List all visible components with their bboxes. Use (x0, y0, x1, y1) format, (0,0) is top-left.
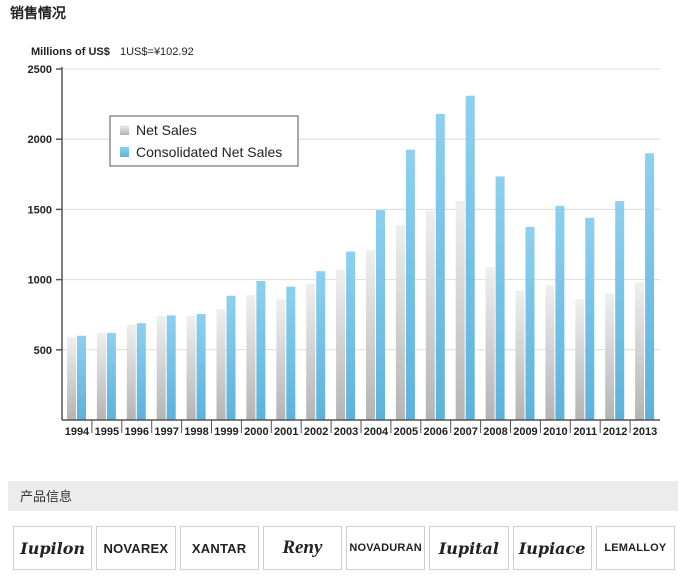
product-info-bar: 产品信息 (8, 481, 678, 511)
legend-swatch (120, 147, 129, 157)
bar-consolidated-net-sales-2008 (495, 176, 505, 420)
y-tick-label: 2000 (28, 134, 52, 146)
bar-net-sales-2012 (605, 293, 615, 420)
bar-net-sales-2001 (276, 299, 286, 420)
x-tick-label: 2004 (364, 426, 389, 438)
logo-reny[interactable]: Reny (262, 526, 342, 570)
bar-net-sales-1995 (96, 332, 106, 420)
section-title: 销售情况 (10, 5, 66, 21)
x-tick-label: 1995 (95, 426, 119, 438)
x-tick-label: 1996 (125, 426, 149, 438)
x-tick-label: 2002 (304, 426, 328, 438)
x-tick-label: 2009 (513, 426, 537, 438)
bar-consolidated-net-sales-2003 (346, 251, 356, 420)
x-tick-label: 2012 (603, 426, 627, 438)
bar-consolidated-net-sales-2007 (465, 95, 475, 421)
logo-iupilon[interactable]: Iupilon (13, 526, 93, 570)
bar-net-sales-2009 (515, 290, 525, 420)
x-tick-label: 2011 (573, 426, 597, 438)
product-info-title: 产品信息 (20, 489, 73, 504)
logo-label: Iupilon (20, 538, 85, 558)
bar-consolidated-net-sales-2010 (555, 205, 565, 420)
bar-consolidated-net-sales-2006 (435, 113, 445, 420)
x-tick-label: 2005 (394, 426, 418, 438)
bar-consolidated-net-sales-2004 (376, 210, 385, 420)
x-tick-label: 2007 (453, 426, 477, 438)
sales-bar-chart: Millions of US$ 1US$=¥102.92 500 1000 1500… (28, 46, 660, 438)
x-tick-label: 2003 (334, 426, 358, 438)
bar-net-sales-1994 (67, 337, 76, 420)
bar-consolidated-net-sales-2001 (286, 286, 296, 420)
y-tick-label: 500 (34, 345, 52, 357)
x-tick-label: 2008 (483, 426, 507, 438)
y-tick-label: 2500 (28, 64, 52, 76)
x-tick-label: 1994 (65, 426, 90, 438)
x-tick-label: 2000 (244, 426, 268, 438)
legend-box (109, 115, 299, 167)
logo-label: NOVAREX (103, 540, 169, 556)
bar-net-sales-2013 (635, 282, 645, 420)
logo-lemalloy[interactable]: LEMALLOY (595, 526, 675, 570)
y-tick-label: 1500 (28, 204, 52, 216)
bar-net-sales-2000 (246, 295, 256, 420)
bar-net-sales-2006 (425, 210, 435, 420)
x-tick-label: 1997 (154, 426, 178, 438)
bar-net-sales-2007 (455, 200, 465, 420)
logo-label: NOVADURAN (349, 542, 422, 554)
logo-xantar[interactable]: XANTAR (179, 526, 259, 570)
logo-label: Reny (282, 537, 323, 558)
x-tick-label: 2006 (424, 426, 448, 438)
bar-consolidated-net-sales-2012 (615, 200, 625, 420)
logo-iupital[interactable]: Iupital (429, 526, 509, 570)
logo-novarex[interactable]: NOVAREX (96, 526, 176, 570)
logo-label: XANTAR (191, 540, 247, 556)
bar-net-sales-2010 (545, 285, 555, 420)
bar-consolidated-net-sales-1996 (136, 323, 146, 420)
bar-consolidated-net-sales-2013 (645, 153, 655, 421)
logo-label: LEMALLOY (604, 542, 667, 554)
bar-net-sales-2003 (336, 269, 346, 420)
bar-consolidated-net-sales-2005 (405, 149, 415, 421)
bar-consolidated-net-sales-2000 (256, 281, 266, 420)
product-logo-row: Iupilon NOVAREX XANTAR Reny NOVADURAN Iupital… (13, 526, 675, 572)
bar-net-sales-2002 (306, 283, 316, 420)
logo-novaduran[interactable]: NOVADURAN (346, 526, 426, 570)
x-tick-label: 2013 (633, 426, 657, 438)
bar-net-sales-1999 (216, 309, 226, 420)
legend-swatch (120, 125, 129, 135)
bar-consolidated-net-sales-1997 (166, 315, 176, 420)
y-axis-label: Millions of US$ (31, 46, 110, 58)
bar-net-sales-1997 (156, 316, 166, 420)
legend-label: Consolidated Net Sales (136, 144, 282, 160)
logo-iupiace[interactable]: Iupiace (512, 526, 592, 570)
bar-consolidated-net-sales-2002 (316, 271, 326, 420)
bar-consolidated-net-sales-2009 (525, 226, 535, 420)
y-tick-label: 1000 (28, 275, 52, 287)
bar-consolidated-net-sales-1994 (77, 335, 86, 420)
legend-label: Net Sales (136, 122, 197, 138)
bar-net-sales-1996 (126, 324, 136, 420)
bar-consolidated-net-sales-1995 (106, 332, 116, 420)
x-tick-label: 2001 (274, 426, 298, 438)
logo-label: Iupital (438, 538, 499, 558)
x-tick-label: 1998 (184, 426, 208, 438)
x-tick-label: 2010 (543, 426, 567, 438)
x-tick-label: 1999 (214, 426, 238, 438)
bar-consolidated-net-sales-2011 (585, 217, 595, 420)
bar-net-sales-1998 (186, 316, 196, 420)
bar-consolidated-net-sales-1999 (226, 295, 236, 420)
exchange-rate-note: 1US$=¥102.92 (120, 46, 194, 58)
bar-net-sales-2008 (485, 266, 495, 420)
logo-label: Iupiace (518, 538, 586, 558)
bar-net-sales-2004 (366, 250, 375, 420)
bar-consolidated-net-sales-1998 (196, 313, 206, 420)
bar-net-sales-2005 (395, 224, 405, 420)
bar-net-sales-2011 (575, 299, 585, 420)
